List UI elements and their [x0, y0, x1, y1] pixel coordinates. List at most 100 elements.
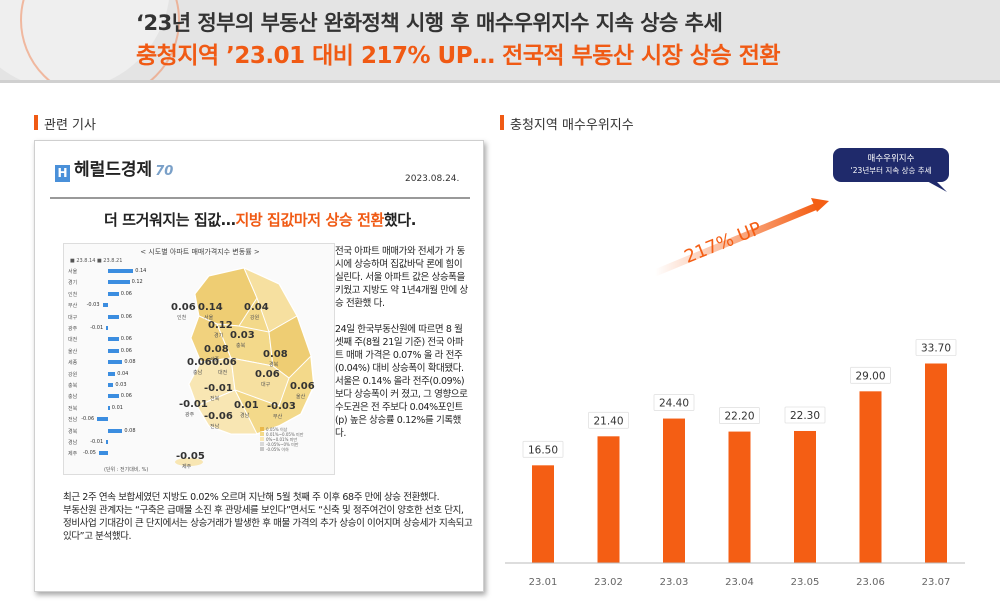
map-region-label: 경남 [240, 413, 250, 419]
growth-annotation: 217% UP [681, 218, 764, 268]
map-region-label: 강원 [250, 315, 260, 321]
newspaper-logo-text: 헤럴드경제 [74, 160, 153, 180]
map-row-name: 경북 [68, 428, 78, 435]
map-key-label: 0.05% 이상 [266, 427, 288, 432]
data-label-box [522, 440, 564, 458]
map-key-label: -0.05% 이하 [266, 447, 289, 452]
newspaper-logo-icon: H [55, 165, 70, 182]
map-unit-label: (단위 : 전기대비, %) [104, 467, 149, 473]
bar-23.06 [859, 391, 882, 563]
map-color-key: 0.05% 이상 0.01%~0.05% 미만 0%~0.01% 미만 -0.05%~… [260, 427, 303, 452]
map-value-label: 0.01 [234, 400, 259, 411]
map-row-name: 충북 [68, 383, 78, 389]
x-tick-label: 23.01 [529, 577, 558, 588]
map-region-label: 대구 [261, 382, 271, 388]
map-value-label: 0.12 [208, 320, 233, 331]
map-row-bar [108, 383, 114, 387]
data-label-box [653, 394, 695, 411]
map-row-name: 울산 [68, 348, 78, 355]
data-label: 33.70 [921, 342, 951, 354]
map-value-label: -0.01 [204, 383, 233, 394]
map-region-label: 대전 [218, 370, 228, 376]
map-row-bar [106, 440, 108, 444]
map-row-name: 충남 [68, 394, 78, 401]
x-tick-label: 23.04 [725, 577, 754, 588]
map-row-name: 부산 [68, 303, 78, 310]
map-region-label: 서울 [204, 315, 214, 321]
map-row-value: 0.14 [135, 268, 147, 274]
map-row-bar [108, 394, 119, 399]
map-value-label: 0.04 [244, 302, 269, 313]
map-region-label: 충북 [236, 343, 246, 349]
article-divider [50, 197, 470, 199]
map-key-item: -0.05% 이하 [260, 447, 303, 452]
map-key-swatch [260, 432, 264, 436]
map-row-value: 0.04 [117, 370, 129, 377]
map-value-label: 0.06 [187, 357, 212, 368]
map-row-name: 전북 [68, 405, 78, 412]
map-row-bar [108, 405, 110, 410]
map-region-label: 세종 [210, 357, 220, 363]
bar-23.02 [597, 436, 620, 563]
map-row-value: 0.06 [120, 336, 132, 343]
map-row-value: 0.06 [120, 290, 132, 297]
map-row-bar [108, 314, 119, 319]
map-key-item: 0%~0.01% 미만 [260, 437, 303, 442]
map-row-name: 인천 [68, 291, 78, 298]
map-value-label: 0.08 [204, 344, 229, 355]
article-headline: 더 뜨거워지는 집값…지방 집값마저 상승 전환했다. [35, 209, 483, 230]
map-row-16: 제주 -0.05 [68, 450, 168, 457]
news-article-clipping: H 헤럴드경제 70 2023.08.24. 더 뜨거워지는 집값…지방 집값마저 … [34, 140, 484, 592]
map-row-value: 0.06 [120, 347, 132, 354]
page-subtitle: 충청지역 ’23.01 대비 217% UP… 전국적 부동산 시장 상승 전환 [136, 43, 781, 69]
map-region-label: 전남 [210, 424, 220, 430]
map-row-1: 경기 0.12 [68, 279, 168, 286]
map-key-swatch [260, 442, 264, 446]
map-row-value: -0.03 [86, 302, 100, 309]
map-row-9: 강원 0.04 [68, 370, 168, 378]
map-row-name: 서울 [68, 269, 78, 275]
map-row-value: -0.01 [90, 439, 104, 445]
header-divider [0, 80, 1000, 83]
data-label: 24.40 [659, 398, 689, 410]
map-row-15: 경남 -0.01 [68, 439, 168, 446]
map-row-value: 0.08 [124, 359, 136, 366]
map-row-13: 전남 -0.06 [68, 416, 168, 423]
bar-23.01 [532, 465, 554, 563]
headline-highlight: 지방 집값마저 상승 전환 [235, 211, 384, 229]
map-row-bar [108, 428, 123, 433]
map-row-name: 강원 [68, 371, 78, 378]
map-region-label: 광주 [185, 412, 195, 418]
article-bottom-paragraph: 최근 2주 연속 보합세였던 지방도 0.02% 오르며 지난해 5월 첫째 주… [63, 492, 473, 542]
map-key-swatch [260, 447, 264, 451]
map-row-value: 0.12 [131, 279, 143, 286]
map-region-label: 경북 [269, 362, 279, 368]
headline-prefix: 더 뜨거워지는 집값… [103, 211, 236, 229]
map-value-label: -0.05 [176, 451, 205, 462]
bar-23.07 [925, 363, 947, 563]
map-value-label: 0.06 [171, 302, 196, 313]
map-row-2: 인천 0.06 [68, 290, 168, 298]
data-label-box [784, 406, 826, 424]
map-key-label: -0.05%~0% 미만 [266, 442, 299, 447]
x-tick-label: 23.07 [922, 577, 951, 588]
map-key-item: 0.05% 이상 [260, 427, 303, 432]
map-row-bar [108, 348, 119, 353]
korea-map-icon [175, 267, 315, 466]
article-date: 2023.08.24. [405, 174, 460, 184]
map-region-label: 울산 [296, 394, 306, 400]
map-row-name: 광주 [68, 326, 78, 332]
map-row-value: -0.05 [83, 450, 96, 457]
map-key-item: 0.01%~0.05% 미만 [260, 432, 303, 437]
data-label: 22.20 [724, 411, 754, 423]
map-key-label: 0.01%~0.05% 미만 [266, 432, 304, 437]
bar-23.04 [728, 431, 751, 563]
map-region-label: 부산 [273, 414, 283, 420]
page-header: ‘23년 정부의 부동산 완화정책 시행 후 매수우위지수 지속 상승 추세 충… [0, 0, 1000, 83]
map-row-bar [108, 280, 130, 285]
data-label: 21.40 [593, 415, 623, 427]
map-value-label: 0.06 [255, 369, 280, 380]
page-title: ‘23년 정부의 부동산 완화정책 시행 후 매수우위지수 지속 상승 추세 [136, 11, 723, 35]
map-row-14: 경북 0.08 [68, 428, 168, 435]
map-row-12: 전북 0.01 [68, 405, 168, 412]
